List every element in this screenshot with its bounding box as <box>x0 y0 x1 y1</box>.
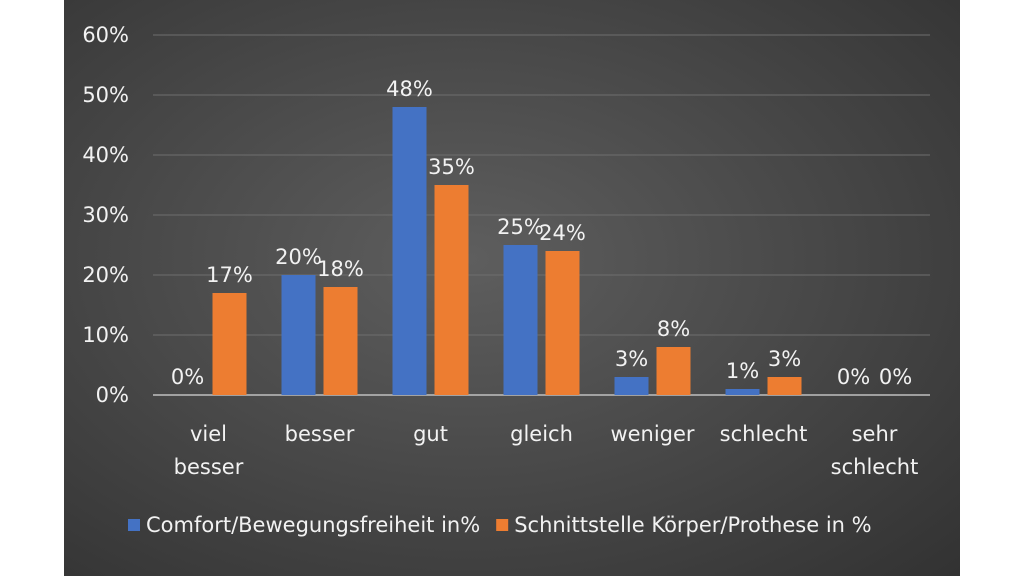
data-label: 3% <box>615 347 648 371</box>
x-category-label: besser <box>174 455 244 479</box>
x-category-label: viel <box>190 422 227 446</box>
y-tick-label: 50% <box>82 83 129 107</box>
bar-series2 <box>434 185 469 395</box>
y-tick-label: 40% <box>82 143 129 167</box>
bar-series2 <box>212 293 247 395</box>
bar-series1 <box>392 107 427 395</box>
y-tick-label: 10% <box>82 323 129 347</box>
data-label: 0% <box>879 365 912 389</box>
x-category-label: schlecht <box>831 455 919 479</box>
legend-swatch <box>496 519 509 531</box>
bar-series1 <box>281 275 316 395</box>
x-category-label: schlecht <box>720 422 808 446</box>
bar-series2 <box>767 377 802 395</box>
x-category-label: gut <box>413 422 448 446</box>
bar-series1 <box>614 377 649 395</box>
x-category-label: gleich <box>510 422 573 446</box>
legend-label: Schnittstelle Körper/Prothese in % <box>514 513 871 537</box>
data-label: 0% <box>837 365 870 389</box>
data-label: 8% <box>657 317 690 341</box>
bar-series1 <box>725 389 760 395</box>
bar-series2 <box>545 251 580 395</box>
data-label: 20% <box>275 245 322 269</box>
data-label: 48% <box>386 77 433 101</box>
bar-series1 <box>503 245 538 395</box>
y-tick-label: 30% <box>82 203 129 227</box>
legend-label: Comfort/Bewegungsfreiheit in% <box>146 513 480 537</box>
legend-swatch <box>128 519 140 531</box>
data-label: 18% <box>317 257 364 281</box>
x-category-label: weniger <box>610 422 694 446</box>
y-tick-label: 20% <box>82 263 129 287</box>
y-tick-label: 60% <box>82 23 129 47</box>
data-label: 25% <box>497 215 544 239</box>
bar-series2 <box>323 287 358 395</box>
x-category-label: sehr <box>852 422 898 446</box>
bar-series2 <box>656 347 691 395</box>
x-category-label: besser <box>285 422 355 446</box>
data-label: 1% <box>726 359 759 383</box>
data-label: 35% <box>428 155 475 179</box>
data-label: 0% <box>171 365 204 389</box>
data-label: 3% <box>768 347 801 371</box>
y-tick-label: 0% <box>96 383 129 407</box>
data-label: 17% <box>206 263 253 287</box>
data-label: 24% <box>539 221 586 245</box>
